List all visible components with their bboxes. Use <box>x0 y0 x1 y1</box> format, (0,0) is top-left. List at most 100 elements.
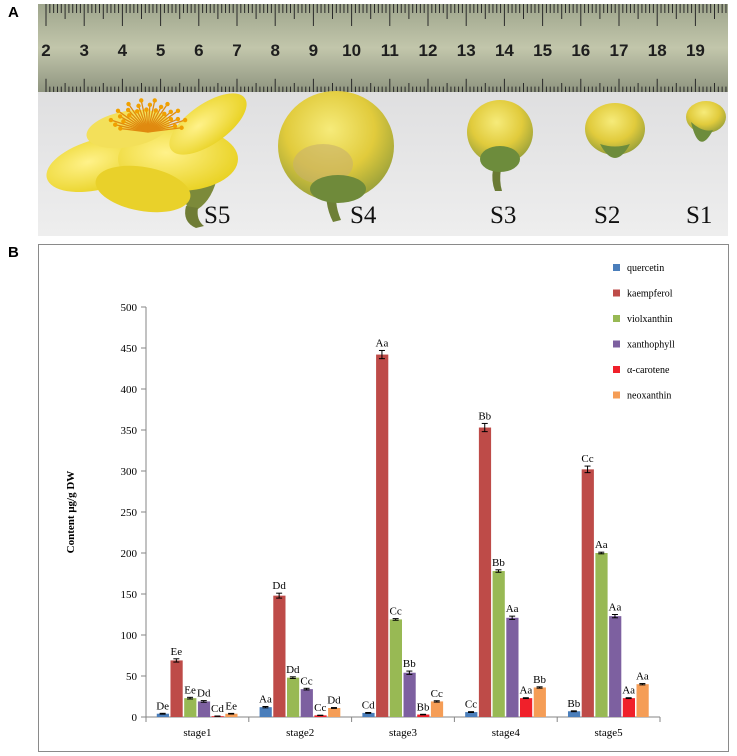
significance-label: Bb <box>478 410 491 422</box>
stage-label-s4: S4 <box>350 202 377 229</box>
legend-entry: quercetin <box>627 263 664 274</box>
x-category-label: stage2 <box>286 727 314 739</box>
ruler-number: 17 <box>610 41 629 60</box>
bud-s4 <box>278 91 394 222</box>
stamen <box>147 103 169 133</box>
stamen <box>168 109 174 115</box>
ruler-number: 8 <box>270 41 279 60</box>
bar <box>300 689 313 717</box>
significance-label: Ee <box>225 700 237 712</box>
bar <box>273 595 286 717</box>
bar <box>567 711 581 717</box>
bar <box>156 713 169 717</box>
stamen <box>172 123 178 129</box>
stamen <box>135 109 140 114</box>
stamen <box>147 127 182 133</box>
stamen <box>117 114 123 119</box>
bar <box>430 701 444 717</box>
ruler-number: 14 <box>495 41 514 60</box>
stamen <box>140 100 149 133</box>
y-tick-label: 200 <box>121 548 138 560</box>
significance-label: Ee <box>171 646 183 658</box>
stage-label-s3: S3 <box>490 202 516 229</box>
y-tick-label: 0 <box>132 712 138 724</box>
open-flower-s5 <box>46 93 247 228</box>
chart-panel: 0 50 100 150 200 250 300 350 400 450 500 stage1 stag… <box>38 244 729 752</box>
bar <box>389 619 402 717</box>
ruler-number: 10 <box>342 41 361 60</box>
bar <box>286 677 300 717</box>
x-category-label: stage4 <box>492 727 521 739</box>
bar <box>478 427 492 717</box>
y-tick-label: 100 <box>121 630 138 642</box>
significance-label: Bb <box>567 698 580 710</box>
bar <box>609 616 622 717</box>
stamen <box>165 101 170 107</box>
y-tick-label: 300 <box>121 466 138 478</box>
significance-label: Aa <box>636 671 649 683</box>
ruler-number: 13 <box>457 41 476 60</box>
significance-label: Aa <box>519 685 532 697</box>
significance-label: Aa <box>506 603 519 615</box>
legend-entry: kaempferol <box>627 289 673 300</box>
stamen <box>158 104 164 110</box>
significance-label: Cd <box>362 699 375 711</box>
significance-label: Bb <box>417 701 430 713</box>
chart-legend: quercetin kaempferol violxanthin xanthophyl… <box>613 263 675 402</box>
stamen <box>125 107 131 113</box>
x-category-label: stage5 <box>595 727 624 739</box>
stamen <box>139 98 144 103</box>
flower-photo: 2 3 4 5 6 7 8 9 10 11 12 13 14 15 16 17 18 19 <box>38 4 728 236</box>
stamen <box>117 110 149 133</box>
bar <box>520 698 533 717</box>
ruler-number: 4 <box>118 41 128 60</box>
x-category-label: stage1 <box>183 727 211 739</box>
stage-label-s1: S1 <box>686 202 712 229</box>
bar <box>403 672 416 717</box>
bar <box>170 660 183 717</box>
legend-swatch <box>613 264 620 271</box>
significance-label: Aa <box>622 685 635 697</box>
significance-label: Cc <box>581 453 593 465</box>
y-tick-label: 350 <box>121 425 138 437</box>
significance-label: Aa <box>609 602 622 614</box>
legend-swatch <box>613 289 620 297</box>
y-tick-label: 250 <box>121 507 138 519</box>
stamen <box>153 108 159 113</box>
ruler-number: 12 <box>419 41 438 60</box>
stamen <box>136 103 141 109</box>
bud-s1 <box>686 101 726 142</box>
significance-label: Cc <box>431 688 443 700</box>
stamen <box>152 98 157 103</box>
stamen <box>182 117 188 123</box>
ruler-number: 11 <box>381 41 399 60</box>
stamen <box>175 116 181 122</box>
bar <box>184 698 197 717</box>
significance-label: Cc <box>465 699 477 711</box>
significance-label: Dd <box>327 695 341 707</box>
ruler: 2 3 4 5 6 7 8 9 10 11 12 13 14 15 16 17 18 19 <box>38 4 728 92</box>
legend-swatch <box>613 366 620 373</box>
y-tick-label: 50 <box>126 671 138 683</box>
significance-label: Dd <box>197 688 211 700</box>
stamen <box>144 107 149 112</box>
significance-label: Aa <box>259 694 272 706</box>
y-tick-label: 500 <box>121 302 138 314</box>
y-tick-label: 400 <box>121 384 138 396</box>
ruler-number: 19 <box>686 41 705 60</box>
significance-label: Bb <box>533 674 546 686</box>
significance-label: Cd <box>211 703 224 715</box>
bar <box>314 715 327 717</box>
bar <box>225 713 238 717</box>
stamen <box>127 103 149 133</box>
significance-label: Cc <box>314 702 326 714</box>
stamen <box>118 126 123 131</box>
bar <box>581 469 594 717</box>
bar <box>197 701 211 717</box>
bar <box>636 684 649 717</box>
stamen <box>147 100 156 133</box>
significance-label: Cc <box>390 606 402 618</box>
ruler-number: 5 <box>156 41 165 60</box>
flower-photo-panel: 2 3 4 5 6 7 8 9 10 11 12 13 14 15 16 17 18 19 <box>38 4 728 236</box>
